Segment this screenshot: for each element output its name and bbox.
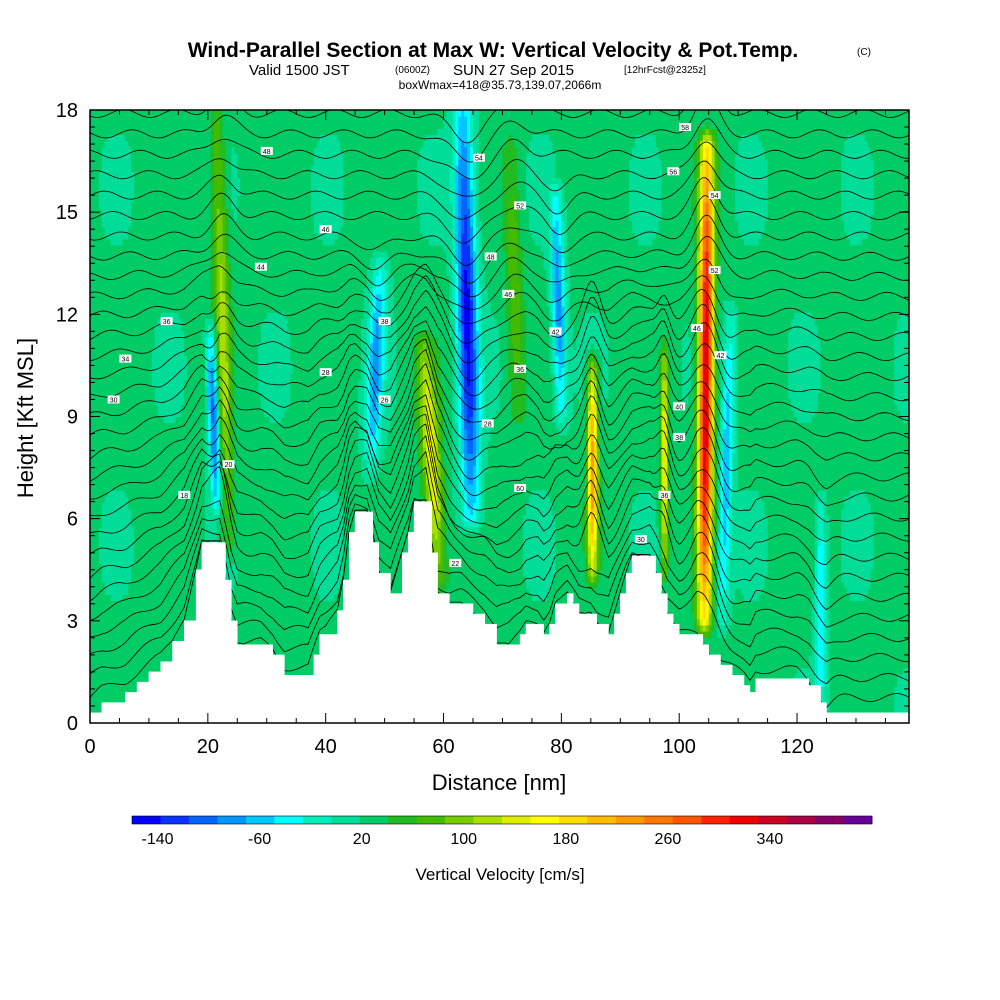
subtitle-utc-time: (0600Z) [395,65,430,76]
copyright-mark: (C) [857,47,871,58]
subtitle-valid-time: Valid 1500 JST [249,62,350,79]
figure-canvas: Wind-Parallel Section at Max W: Vertical… [0,0,1000,1000]
plot-area: 4846443634302018382826285452484642366022… [90,73,910,724]
subtitle-date: SUN 27 Sep 2015 [453,62,574,79]
chart-title: Wind-Parallel Section at Max W: Vertical… [188,39,799,62]
chart-subtitle: Valid 1500 JST (0600Z) SUN 27 Sep 2015 [… [249,62,706,79]
box-wmax-text: boxWmax=418@35.73,139.07,2066m [399,78,602,92]
subtitle-forecast: [12hrFcst@2325z] [624,65,706,76]
